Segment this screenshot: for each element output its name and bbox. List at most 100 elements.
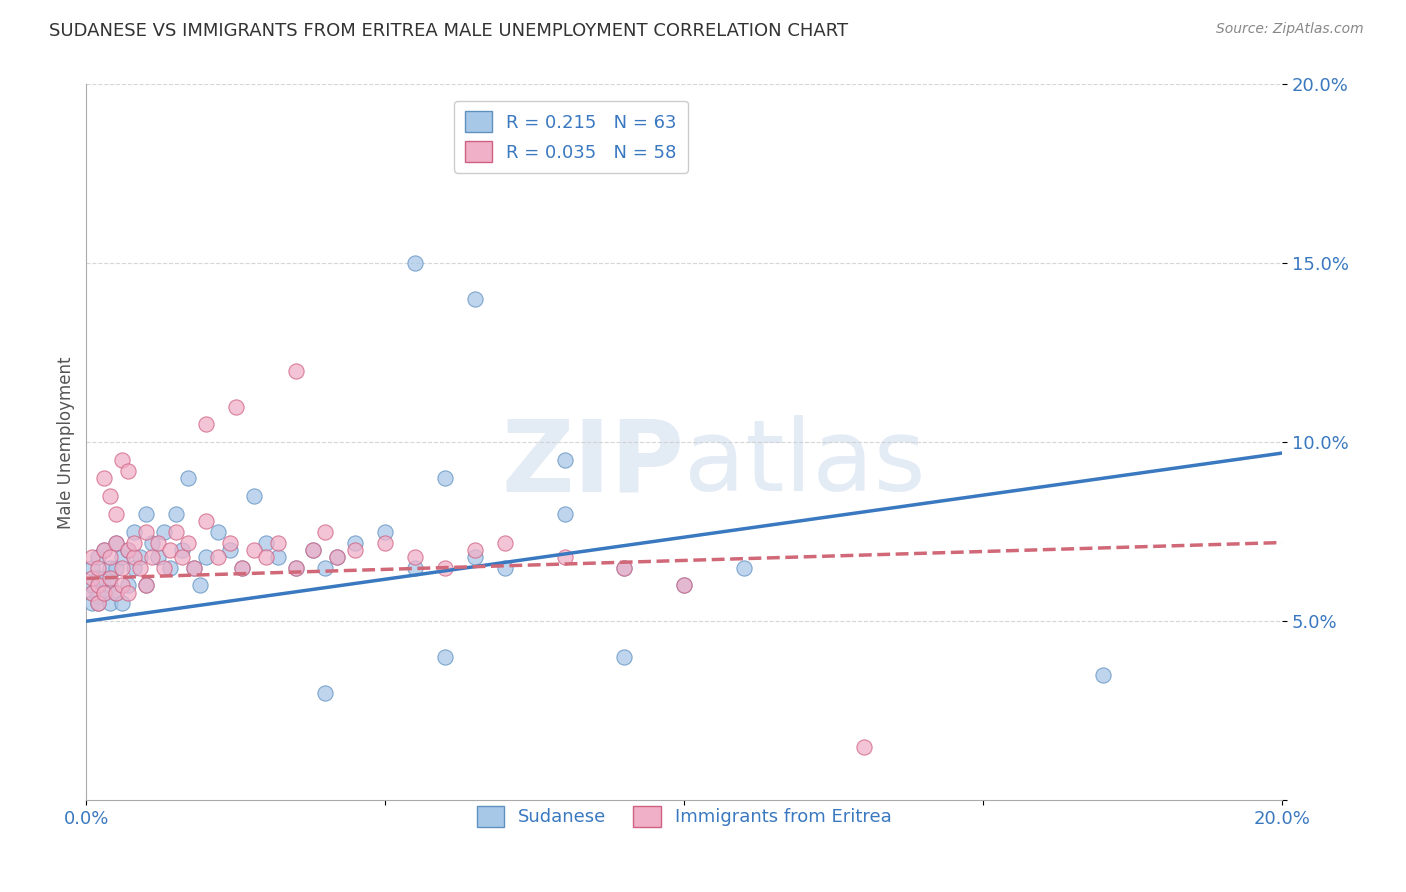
Point xyxy=(613,650,636,665)
Point xyxy=(170,549,193,564)
Point xyxy=(87,578,110,592)
Point xyxy=(105,585,128,599)
Point xyxy=(852,739,875,754)
Point xyxy=(266,549,288,564)
Point xyxy=(218,535,240,549)
Text: atlas: atlas xyxy=(685,416,925,512)
Point xyxy=(374,524,396,539)
Point xyxy=(302,542,325,557)
Point xyxy=(82,585,104,599)
Point xyxy=(165,524,187,539)
Point xyxy=(122,524,145,539)
Point xyxy=(98,489,121,503)
Point xyxy=(82,585,104,599)
Point xyxy=(82,571,104,585)
Point xyxy=(434,471,457,485)
Point xyxy=(117,542,139,557)
Point xyxy=(87,596,110,610)
Point xyxy=(82,578,104,592)
Point xyxy=(284,560,307,574)
Point xyxy=(105,560,128,574)
Point xyxy=(494,535,516,549)
Point xyxy=(188,578,211,592)
Point xyxy=(554,549,576,564)
Point xyxy=(98,596,121,610)
Point xyxy=(177,535,200,549)
Point xyxy=(326,549,349,564)
Point xyxy=(374,535,396,549)
Point xyxy=(326,549,349,564)
Point xyxy=(554,507,576,521)
Point xyxy=(111,578,134,592)
Point xyxy=(434,560,457,574)
Point xyxy=(673,578,696,592)
Point xyxy=(122,560,145,574)
Point xyxy=(1091,668,1114,682)
Text: Source: ZipAtlas.com: Source: ZipAtlas.com xyxy=(1216,22,1364,37)
Point xyxy=(93,542,115,557)
Point xyxy=(194,514,217,528)
Point xyxy=(105,507,128,521)
Y-axis label: Male Unemployment: Male Unemployment xyxy=(58,356,75,529)
Point xyxy=(231,560,253,574)
Text: ZIP: ZIP xyxy=(502,416,685,512)
Point xyxy=(141,535,163,549)
Point xyxy=(82,549,104,564)
Point xyxy=(141,549,163,564)
Point xyxy=(98,578,121,592)
Point xyxy=(82,596,104,610)
Point xyxy=(93,585,115,599)
Point xyxy=(183,560,205,574)
Point xyxy=(464,549,486,564)
Point xyxy=(87,560,110,574)
Point xyxy=(105,535,128,549)
Point xyxy=(254,549,277,564)
Point xyxy=(93,471,115,485)
Point xyxy=(242,542,264,557)
Point xyxy=(284,364,307,378)
Point xyxy=(93,542,115,557)
Text: SUDANESE VS IMMIGRANTS FROM ERITREA MALE UNEMPLOYMENT CORRELATION CHART: SUDANESE VS IMMIGRANTS FROM ERITREA MALE… xyxy=(49,22,848,40)
Point xyxy=(82,560,104,574)
Point xyxy=(135,524,157,539)
Point xyxy=(344,535,367,549)
Point xyxy=(87,549,110,564)
Legend: Sudanese, Immigrants from Eritrea: Sudanese, Immigrants from Eritrea xyxy=(470,799,898,834)
Point xyxy=(194,417,217,432)
Point xyxy=(225,400,247,414)
Point xyxy=(105,535,128,549)
Point xyxy=(404,549,426,564)
Point xyxy=(284,560,307,574)
Point xyxy=(218,542,240,557)
Point xyxy=(177,471,200,485)
Point xyxy=(404,560,426,574)
Point xyxy=(117,585,139,599)
Point xyxy=(494,560,516,574)
Point xyxy=(87,571,110,585)
Point xyxy=(98,549,121,564)
Point xyxy=(98,571,121,585)
Point xyxy=(733,560,755,574)
Point xyxy=(146,549,169,564)
Point xyxy=(613,560,636,574)
Point xyxy=(122,549,145,564)
Point xyxy=(129,549,152,564)
Point xyxy=(554,453,576,467)
Point xyxy=(231,560,253,574)
Point xyxy=(111,453,134,467)
Point xyxy=(159,560,181,574)
Point xyxy=(135,578,157,592)
Point xyxy=(194,549,217,564)
Point xyxy=(87,596,110,610)
Point xyxy=(464,292,486,306)
Point xyxy=(117,464,139,478)
Point xyxy=(207,524,229,539)
Point xyxy=(464,542,486,557)
Point xyxy=(135,507,157,521)
Point xyxy=(344,542,367,557)
Point xyxy=(135,578,157,592)
Point xyxy=(153,560,176,574)
Point xyxy=(314,560,336,574)
Point xyxy=(146,535,169,549)
Point xyxy=(93,585,115,599)
